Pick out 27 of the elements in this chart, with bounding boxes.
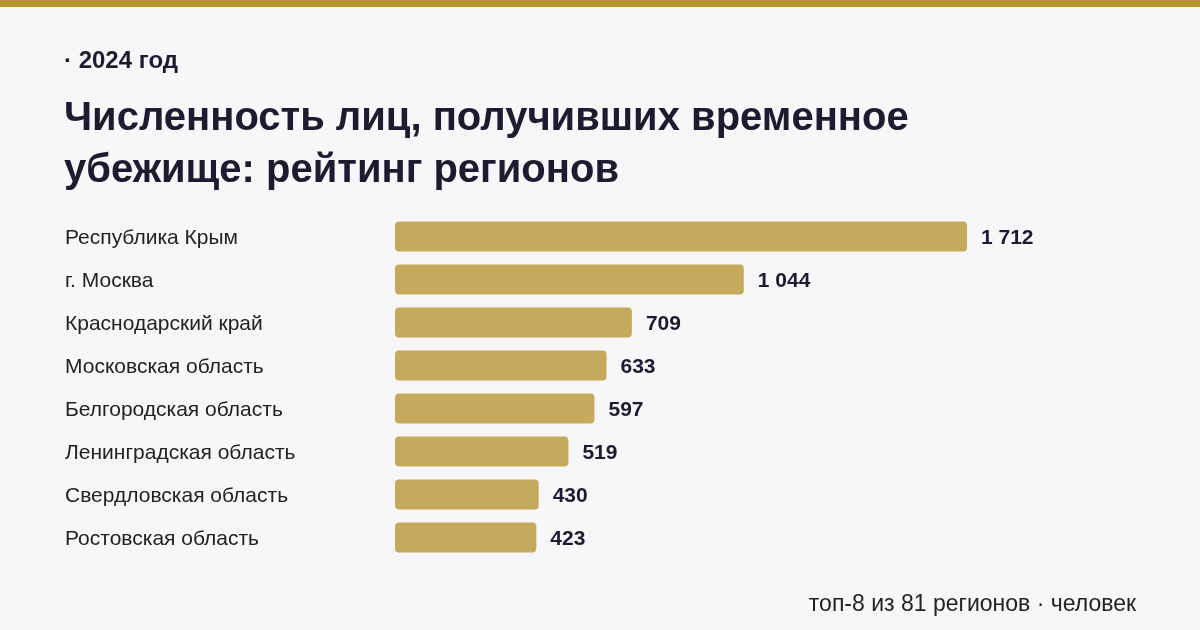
data-label: 430 <box>552 483 588 506</box>
y-tick-label: Ростовская область <box>65 526 260 549</box>
y-tick-label: Белгородская область <box>65 397 283 420</box>
data-label: 633 <box>620 354 656 377</box>
y-tick-label: Свердловская область <box>65 483 289 506</box>
text: топ-8 из 81 регионов · человек <box>808 590 1136 617</box>
data-label: 423 <box>550 526 586 549</box>
y-tick-label: г. Москва <box>65 268 154 291</box>
bar <box>395 307 632 338</box>
y-tick-label: Ленинградская область <box>65 440 296 463</box>
data-label: 597 <box>608 397 644 420</box>
text: · 2024 год <box>64 46 178 74</box>
data-label: 709 <box>645 311 681 334</box>
bar <box>395 221 967 252</box>
data-label: 519 <box>582 440 618 463</box>
bar <box>395 264 744 295</box>
chart-title: Численность лиц, получивших временное убежище: рейтинг регионов <box>64 93 910 192</box>
y-tick-label: Краснодарский край <box>65 311 263 334</box>
y-tick-label: Московская область <box>65 354 264 377</box>
data-label: 1 712 <box>981 225 1034 248</box>
bar <box>395 479 539 510</box>
bar <box>395 393 595 424</box>
bar <box>395 436 569 467</box>
bar <box>395 522 537 553</box>
y-tick-label: Республика Крым <box>65 225 239 248</box>
data-label: 1 044 <box>757 268 811 291</box>
bar <box>395 350 607 381</box>
